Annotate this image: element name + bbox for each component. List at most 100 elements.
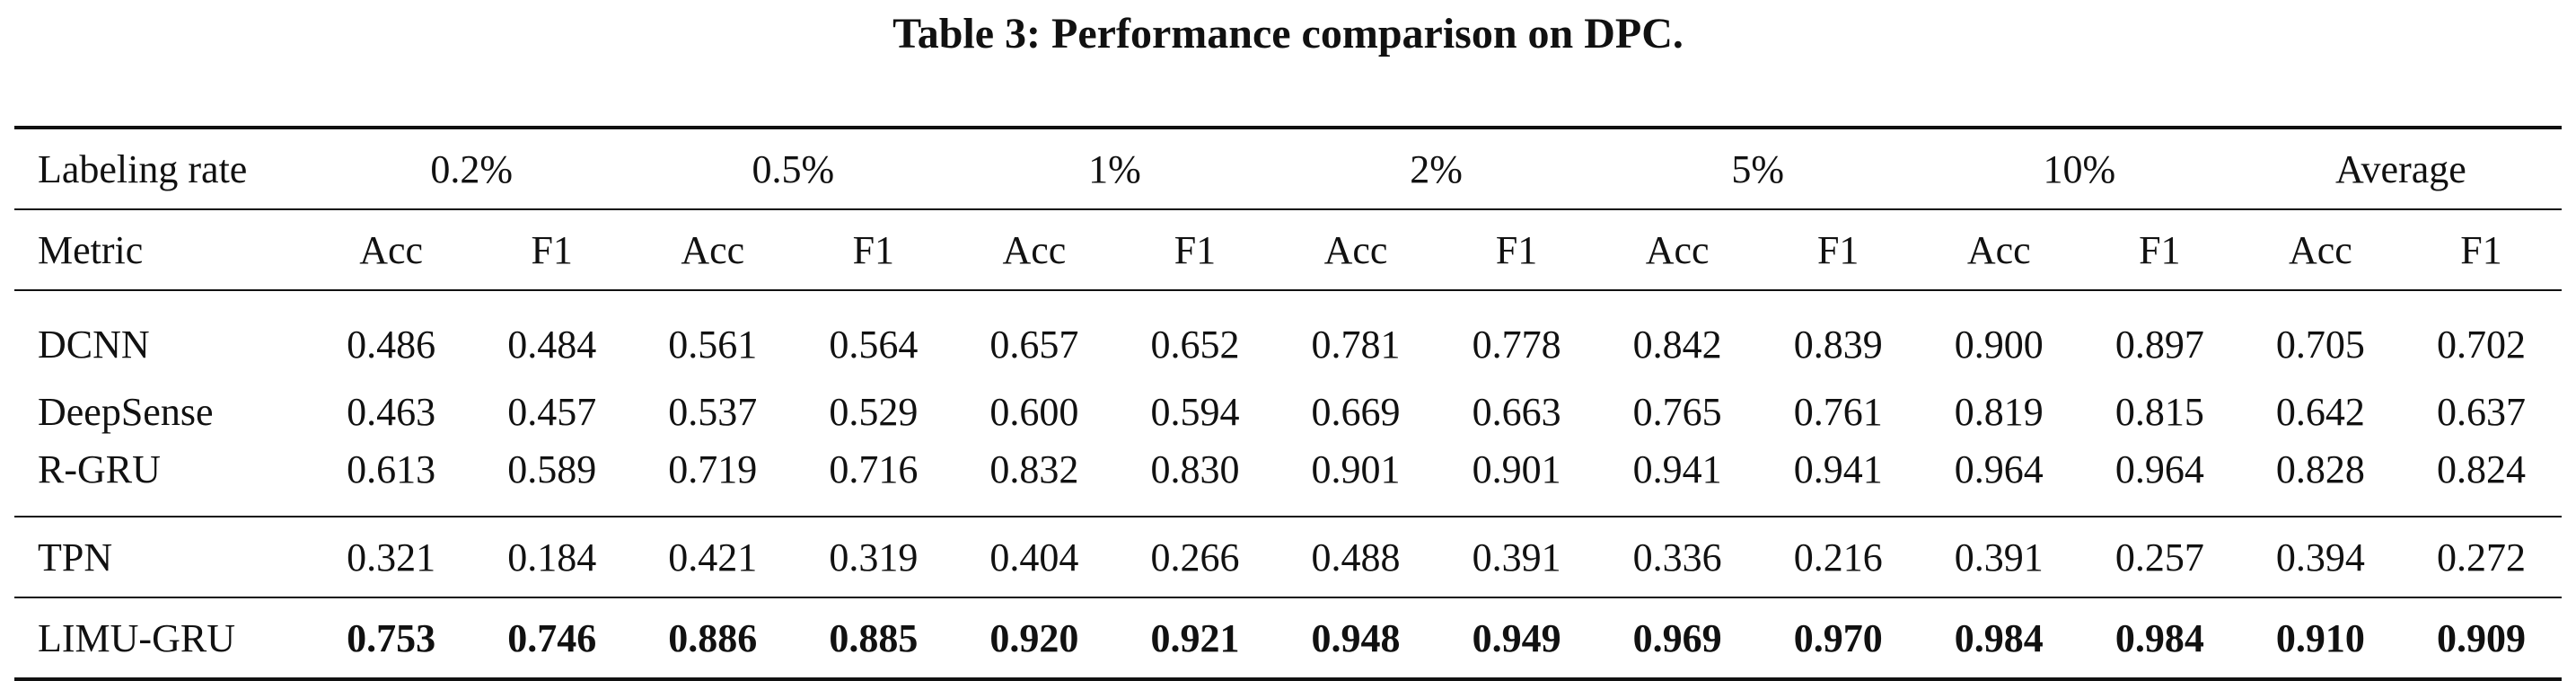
method-name: R-GRU — [38, 447, 161, 491]
metric-cell: Acc — [2239, 208, 2401, 290]
value-cell: 0.272 — [2400, 516, 2562, 597]
metric-header: Metric — [14, 208, 312, 290]
value-cell: 0.885 — [793, 597, 954, 681]
table-row-dcnn: DCNN 0.486 0.484 0.561 0.564 0.657 0.652… — [14, 289, 2562, 383]
value-cell: 0.594 — [1150, 389, 1240, 434]
value-cell: 0.716 — [829, 447, 919, 491]
value-cell: 0.824 — [2436, 447, 2526, 491]
metric-cell: F1 — [2400, 208, 2562, 290]
value-cell: 0.828 — [2275, 447, 2365, 491]
value-cell: 0.941 — [1793, 447, 1883, 491]
metric-cell: Acc — [1275, 208, 1437, 290]
value-cell: 0.486 — [311, 289, 472, 383]
metric-cell: Acc — [632, 208, 794, 290]
metric-cell: F1 — [793, 208, 954, 290]
value-cell: 0.391 — [1918, 516, 2079, 597]
value-cell: 0.657 — [954, 289, 1115, 383]
performance-table: Labeling rate 0.2% 0.5% 1% 2% 5% 10% Ave… — [14, 126, 2562, 681]
value-cell: 0.921 — [1114, 597, 1276, 681]
value-cell: 0.830 — [1150, 447, 1240, 491]
value-cell: 0.746 — [471, 597, 633, 681]
metric-cell: Acc — [1918, 208, 2079, 290]
metric-cell: Acc — [311, 208, 472, 290]
value-cell: 0.920 — [954, 597, 1115, 681]
value-cell: 0.184 — [471, 516, 633, 597]
value-cell: 0.537 — [668, 389, 758, 434]
value-cell: 0.765 — [1632, 389, 1722, 434]
metric-cell: F1 — [1114, 208, 1276, 290]
value-cell: 0.257 — [2079, 516, 2240, 597]
metric-header-row: Metric Acc F1 Acc F1 Acc F1 Acc F1 Acc F… — [14, 208, 2562, 290]
value-cell: 0.964 — [2114, 447, 2204, 491]
value-cell: 0.488 — [1275, 516, 1437, 597]
method-name: TPN — [14, 516, 312, 597]
value-cell: 0.216 — [1757, 516, 1919, 597]
value-cell: 0.421 — [632, 516, 794, 597]
value-cell: 0.900 — [1918, 289, 2079, 383]
value-cell: 0.897 — [2079, 289, 2240, 383]
value-cell: 0.484 — [471, 289, 633, 383]
value-cell: 0.886 — [632, 597, 794, 681]
value-cell: 0.832 — [989, 447, 1079, 491]
value-cell: 0.319 — [793, 516, 954, 597]
method-name: DeepSense — [38, 389, 214, 434]
metric-cell: F1 — [471, 208, 633, 290]
metric-cell: Acc — [954, 208, 1115, 290]
table-row-r-gru: R-GRU 0.613 0.589 0.719 0.716 0.832 0.83… — [14, 440, 2562, 517]
labeling-rate-cell: 1% — [954, 126, 1276, 209]
value-cell: 0.964 — [1954, 447, 2044, 491]
value-cell: 0.970 — [1757, 597, 1919, 681]
metric-cell: F1 — [1436, 208, 1597, 290]
labeling-rate-cell: 0.5% — [632, 126, 954, 209]
value-cell: 0.781 — [1275, 289, 1437, 383]
value-cell: 0.336 — [1596, 516, 1758, 597]
value-cell: 0.819 — [1954, 389, 2044, 434]
value-cell: 0.948 — [1275, 597, 1437, 681]
table-row-deepsense: DeepSense 0.463 0.457 0.537 0.529 0.600 … — [14, 383, 2562, 440]
value-cell: 0.564 — [793, 289, 954, 383]
value-cell: 0.589 — [507, 447, 597, 491]
value-cell: 0.613 — [347, 447, 436, 491]
method-name: DCNN — [14, 289, 312, 383]
table-caption: Table 3: Performance comparison on DPC. — [892, 10, 1684, 57]
value-cell: 0.778 — [1436, 289, 1597, 383]
value-cell: 0.941 — [1632, 447, 1722, 491]
value-cell: 0.984 — [2079, 597, 2240, 681]
value-cell: 0.909 — [2400, 597, 2562, 681]
table-row-limu-gru: LIMU-GRU 0.753 0.746 0.886 0.885 0.920 0… — [14, 597, 2562, 681]
value-cell: 0.652 — [1114, 289, 1276, 383]
metric-cell: F1 — [2079, 208, 2240, 290]
labeling-rate-header-row: Labeling rate 0.2% 0.5% 1% 2% 5% 10% Ave… — [14, 126, 2562, 209]
value-cell: 0.637 — [2436, 389, 2526, 434]
labeling-rate-cell: 0.2% — [311, 126, 633, 209]
value-cell: 0.463 — [347, 389, 436, 434]
value-cell: 0.949 — [1436, 597, 1597, 681]
value-cell: 0.761 — [1793, 389, 1883, 434]
labeling-rate-header: Labeling rate — [14, 126, 312, 209]
method-name: LIMU-GRU — [14, 597, 312, 681]
value-cell: 0.600 — [989, 389, 1079, 434]
value-cell: 0.391 — [1436, 516, 1597, 597]
value-cell: 0.969 — [1596, 597, 1758, 681]
value-cell: 0.321 — [311, 516, 472, 597]
value-cell: 0.457 — [507, 389, 597, 434]
metric-cell: F1 — [1757, 208, 1919, 290]
value-cell: 0.404 — [954, 516, 1115, 597]
value-cell: 0.705 — [2239, 289, 2401, 383]
value-cell: 0.561 — [632, 289, 794, 383]
value-cell: 0.529 — [829, 389, 919, 434]
value-cell: 0.702 — [2400, 289, 2562, 383]
table-row-tpn: TPN 0.321 0.184 0.421 0.319 0.404 0.266 … — [14, 516, 2562, 597]
value-cell: 0.901 — [1472, 447, 1561, 491]
value-cell: 0.669 — [1311, 389, 1401, 434]
value-cell: 0.842 — [1596, 289, 1758, 383]
labeling-rate-cell: 10% — [1918, 126, 2240, 209]
labeling-rate-cell: Average — [2239, 126, 2562, 209]
value-cell: 0.901 — [1311, 447, 1401, 491]
value-cell: 0.642 — [2275, 389, 2365, 434]
value-cell: 0.839 — [1757, 289, 1919, 383]
value-cell: 0.815 — [2114, 389, 2204, 434]
metric-cell: Acc — [1596, 208, 1758, 290]
value-cell: 0.910 — [2239, 597, 2401, 681]
value-cell: 0.984 — [1918, 597, 2079, 681]
